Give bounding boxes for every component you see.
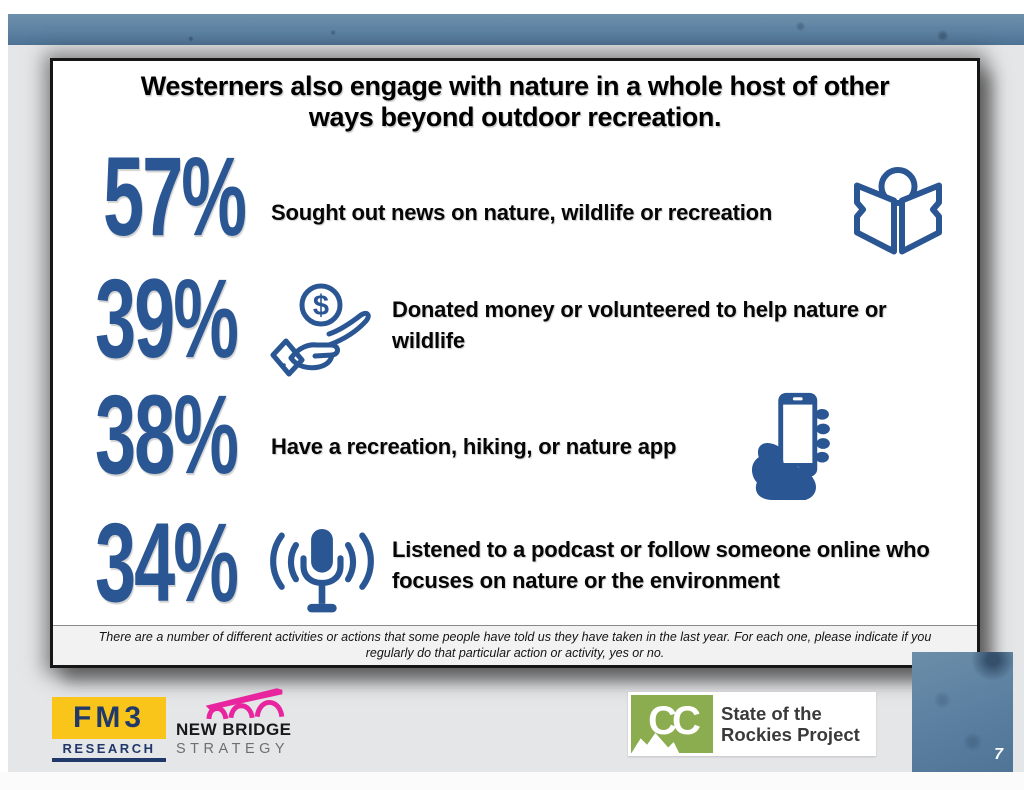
slide-title-line2: ways beyond outdoor recreation. — [308, 102, 722, 132]
hand-dollar-icon: $ — [269, 281, 374, 386]
rockies-label-line1: State of the — [721, 702, 822, 724]
stat-text-app: Have a recreation, hiking, or nature app — [271, 434, 677, 459]
stat-text-podcast: Listened to a podcast or follow someone … — [392, 537, 930, 593]
stat-percent-donated: 39% — [95, 256, 239, 381]
state-of-the-rockies-logo: CC State of the Rockies Project — [628, 692, 876, 756]
new-bridge-logo-line2: STRATEGY — [176, 741, 290, 757]
cc-monogram-tile: CC — [631, 695, 713, 753]
bridge-icon — [205, 688, 285, 720]
dollar-sign-glyph: $ — [313, 290, 329, 322]
stat-percent-news: 57% — [103, 134, 247, 259]
mountain-icon — [631, 732, 680, 753]
hand-phone-icon — [743, 389, 835, 501]
slide-card: Westerners also engage with nature in a … — [50, 58, 980, 668]
survey-question-footnote: There are a number of different activiti… — [53, 625, 977, 665]
rockies-label: State of the Rockies Project — [721, 703, 860, 746]
slide-title: Westerners also engage with nature in a … — [73, 71, 957, 133]
fm3-logo-subtitle: RESEARCH — [52, 741, 166, 762]
fm3-research-logo: FM3 RESEARCH — [52, 697, 166, 762]
stat-text-donated: Donated money or volunteered to help nat… — [392, 297, 887, 353]
podcast-microphone-icon — [258, 524, 386, 624]
stat-percent-podcast: 34% — [95, 500, 239, 625]
stat-percent-app: 38% — [95, 372, 239, 497]
rockies-label-line2: Rockies Project — [721, 724, 860, 745]
top-banner-stripe — [8, 14, 1024, 47]
slide-title-line1: Westerners also engage with nature in a … — [140, 71, 890, 101]
new-bridge-strategy-logo: NEW BRIDGE STRATEGY — [176, 686, 316, 758]
fm3-logo-mark: FM3 — [52, 697, 166, 739]
stat-text-news: Sought out news on nature, wildlife or r… — [271, 200, 773, 225]
footnote-text: There are a number of different activiti… — [98, 630, 932, 660]
page-number: 7 — [994, 746, 1003, 763]
bottom-margin-stripe — [0, 772, 1024, 790]
new-bridge-logo-line1: NEW BRIDGE — [176, 720, 292, 739]
reading-person-icon — [848, 157, 948, 262]
corner-texture-block: 7 — [912, 652, 1013, 772]
